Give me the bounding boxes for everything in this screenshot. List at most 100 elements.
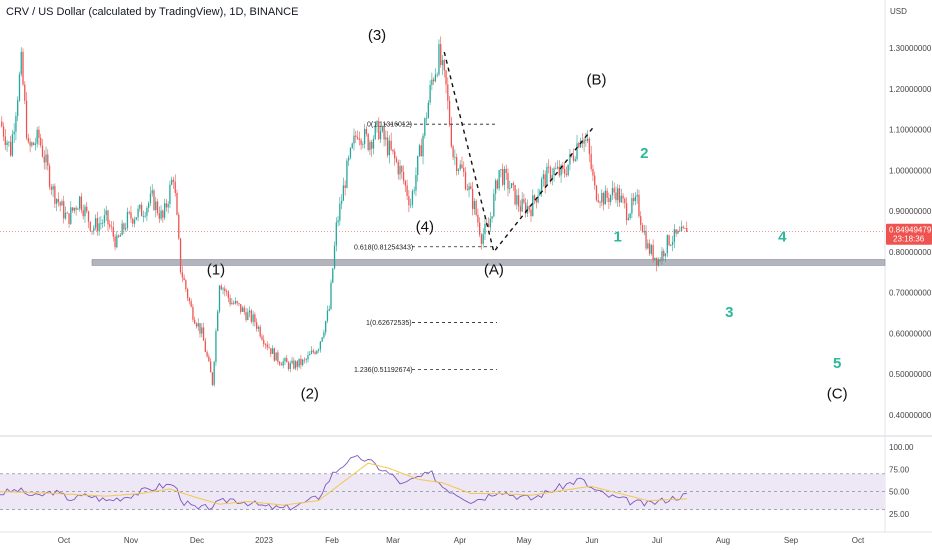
candle-body — [11, 134, 14, 156]
x-axis-label: Jun — [586, 536, 599, 545]
candle-body — [413, 190, 415, 192]
candle-body — [680, 226, 683, 231]
candle-body — [404, 181, 406, 186]
candle-body — [586, 138, 589, 141]
candle-body — [666, 235, 668, 254]
candle-body — [319, 341, 322, 350]
candle-body — [507, 173, 509, 189]
rsi-moving-average[interactable] — [0, 462, 687, 506]
candle-body — [31, 142, 33, 146]
candle-body — [548, 166, 550, 168]
candle-body — [183, 277, 185, 281]
candle-body — [64, 212, 67, 219]
candle-body — [594, 175, 596, 186]
candle-body — [454, 157, 456, 158]
candle-body — [107, 210, 109, 225]
candle-body — [282, 361, 284, 366]
candle-body — [25, 100, 28, 138]
candle-body — [348, 157, 350, 161]
candle-body — [390, 140, 392, 150]
rsi-tick-label: 25.00 — [889, 510, 910, 519]
candle-body — [392, 149, 394, 152]
candle-body — [456, 157, 458, 172]
candle-body — [498, 170, 500, 189]
candle-body — [353, 135, 355, 144]
candle-body — [163, 203, 166, 218]
candle-body — [178, 214, 180, 239]
candle-body — [181, 272, 183, 278]
candle-body — [517, 195, 520, 207]
candle-body — [20, 51, 22, 75]
candle-body — [130, 212, 132, 219]
candle-body — [266, 344, 268, 348]
candle-body — [595, 185, 598, 201]
support-zone[interactable] — [91, 259, 886, 266]
candle-body — [142, 215, 145, 217]
candle-body — [312, 350, 314, 353]
candle-body — [583, 139, 585, 144]
candle-body — [326, 310, 329, 322]
candle-body — [362, 144, 364, 145]
candle-body — [215, 331, 217, 362]
candle-body — [436, 74, 438, 76]
candle-body — [503, 168, 506, 185]
candle-body — [567, 164, 569, 176]
candle-body — [576, 143, 578, 160]
candle-body — [132, 218, 134, 224]
chart-title: CRV / US Dollar (calculated by TradingVi… — [6, 6, 298, 18]
candle-body — [610, 195, 612, 203]
current-price-value: 0.84949479 — [889, 226, 932, 235]
candle-body — [484, 223, 486, 234]
candle-body — [117, 235, 120, 237]
candle-body — [349, 147, 352, 158]
candle-body — [310, 350, 313, 354]
candle-body — [4, 136, 6, 145]
candle-body — [452, 146, 454, 158]
candle-body — [381, 127, 383, 132]
candle-body — [602, 193, 605, 205]
candle-body — [363, 128, 366, 145]
candle-body — [466, 189, 468, 191]
candle-body — [116, 235, 118, 248]
candle-body — [41, 145, 44, 157]
candle-body — [505, 168, 507, 174]
candle-body — [296, 361, 299, 367]
candle-body — [634, 196, 637, 202]
candle-body — [68, 213, 70, 224]
fib-level-label: 0(1.11316012) — [367, 122, 412, 129]
candle-body — [537, 195, 539, 203]
candle-body — [102, 222, 104, 224]
candle-body — [213, 361, 215, 385]
candle-body — [9, 141, 12, 156]
candle-body — [656, 257, 658, 266]
price-tick-label: 1.20000000 — [889, 85, 932, 94]
x-axis-label: Nov — [124, 536, 138, 545]
rsi-tick-label: 75.00 — [889, 465, 910, 474]
candle-body — [601, 193, 603, 203]
candle-body — [342, 185, 345, 201]
candle-body — [236, 301, 238, 304]
fib-level-label: 0.618(0.81254343) — [354, 244, 413, 251]
candle-body — [18, 74, 21, 101]
candle-body — [270, 348, 272, 354]
price-tick-label: 0.60000000 — [889, 329, 932, 338]
rsi-band — [0, 473, 885, 510]
candle-body — [675, 229, 677, 234]
candle-body — [563, 169, 566, 174]
candle-body — [75, 207, 77, 210]
candle-body — [521, 199, 523, 212]
abc-correction-path[interactable] — [443, 51, 596, 254]
candle-body — [424, 118, 426, 136]
candle-body — [199, 323, 201, 334]
x-axis-label: 2023 — [255, 536, 273, 545]
candle-body — [300, 358, 302, 366]
candle-body — [121, 223, 123, 236]
rsi-line[interactable] — [0, 454, 687, 511]
candle-body — [645, 230, 647, 249]
rsi-tick-label: 100.00 — [889, 443, 914, 452]
price-tick-label: 1.00000000 — [889, 166, 932, 175]
candle-body — [643, 230, 645, 233]
candle-body — [523, 199, 525, 203]
